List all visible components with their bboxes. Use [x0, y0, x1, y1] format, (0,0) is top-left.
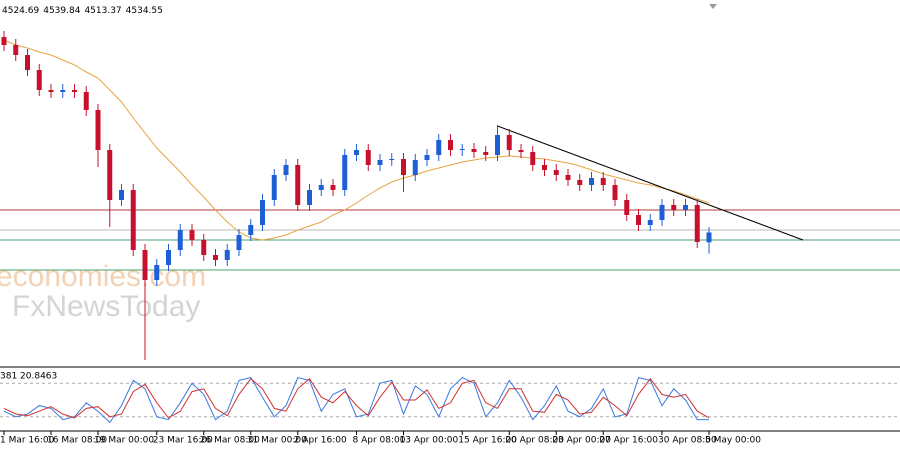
candle-body: [448, 140, 453, 150]
candle-body: [389, 159, 395, 160]
candle-body: [365, 150, 371, 165]
candle-body: [36, 70, 42, 90]
candle-body: [636, 215, 641, 225]
candle-body: [683, 205, 688, 210]
x-tick-label: 5 May 00:00: [705, 436, 761, 446]
stochastic-line: [3, 377, 709, 424]
candle-body: [671, 205, 677, 210]
watermark: FxNewsToday: [12, 290, 200, 323]
candle-body: [177, 230, 183, 250]
candle-body: [424, 155, 430, 160]
x-tick-label: 16 Mar 08:00: [47, 436, 107, 446]
candle-body: [295, 165, 301, 205]
candle-body: [565, 175, 571, 180]
watermark: economies.com: [0, 260, 206, 293]
candle-body: [119, 190, 124, 200]
candle-body: [530, 152, 536, 165]
candle-body: [95, 110, 101, 150]
candle-body: [283, 165, 289, 175]
candle-body: [201, 240, 207, 255]
candle-body: [154, 265, 160, 280]
candle-body: [612, 185, 618, 200]
candle-body: [72, 90, 77, 92]
x-tick-label: 8 Apr 08:00: [353, 436, 406, 446]
candle-body: [436, 140, 442, 155]
candle-body: [166, 250, 171, 265]
stochastic-header: 381 20.8463: [0, 372, 57, 382]
close-value: 4534.55: [126, 6, 163, 16]
candle-body: [307, 190, 312, 205]
candle-body: [60, 90, 66, 92]
candle-body: [659, 205, 665, 220]
x-tick-label: 31 Mar 00:00: [247, 436, 307, 446]
x-tick-label: 26 Mar 08:00: [200, 436, 260, 446]
x-tick-label: 13 Apr 00:00: [400, 436, 459, 446]
x-tick-label: 20 Apr 08:00: [505, 436, 564, 446]
candle-body: [142, 250, 148, 280]
candle-body: [624, 200, 630, 215]
candle-body: [224, 250, 230, 260]
candle-body: [260, 200, 265, 225]
candle-body: [13, 45, 19, 55]
candle-body: [577, 180, 583, 185]
candle-body: [471, 149, 477, 152]
candle-body: [694, 205, 700, 242]
candle-body: [189, 230, 195, 240]
candle-body: [1, 37, 7, 45]
candle-body: [483, 152, 489, 155]
candle-body: [318, 185, 324, 190]
candle-body: [330, 185, 336, 190]
candle-body: [48, 90, 54, 92]
stochastic-line: [3, 377, 710, 419]
candle-body: [459, 149, 465, 150]
low-value: 4513.37: [84, 6, 121, 16]
candle-body: [647, 220, 653, 225]
candle-body: [83, 92, 89, 110]
trendline: [497, 125, 804, 241]
x-tick-label: 23 Apr 00:00: [552, 436, 611, 446]
candle-body: [213, 255, 218, 260]
candle-body: [342, 155, 348, 190]
candle-body: [589, 178, 594, 185]
x-tick-label: 30 Apr 08:00: [658, 436, 717, 446]
candle-body: [412, 160, 418, 175]
candle-body: [107, 150, 113, 200]
moving-average: [3, 39, 710, 241]
candle-body: [377, 160, 383, 165]
candle-body: [506, 135, 512, 150]
high-value: 4539.84: [43, 6, 80, 16]
candle-body: [542, 165, 547, 170]
candle-body: [25, 55, 30, 70]
open-value: 4524.69: [2, 6, 39, 16]
x-tick-label: 27 Apr 16:00: [599, 436, 658, 446]
candle-body: [130, 190, 136, 250]
candle-body: [600, 178, 606, 185]
menu-icon[interactable]: [709, 4, 717, 9]
candle-body: [706, 232, 712, 243]
candle-body: [354, 150, 359, 155]
x-tick-label: 15 Apr 16:00: [458, 436, 517, 446]
candle-body: [401, 159, 406, 175]
x-tick-label: 19 Mar 00:00: [94, 436, 154, 446]
x-tick-label: 2 Apr 16:00: [294, 436, 347, 446]
candle-body: [271, 175, 277, 200]
candle-body: [553, 170, 559, 175]
candle-body: [518, 150, 524, 152]
x-tick-label: 23 Mar 16:00: [153, 436, 213, 446]
ohlc-header: 4524.69 4539.84 4513.37 4534.55: [2, 6, 163, 16]
candle-body: [495, 135, 500, 155]
candle-body: [248, 225, 254, 235]
candle-body: [236, 235, 242, 250]
x-tick-label: 1 Mar 16:00: [0, 436, 55, 446]
